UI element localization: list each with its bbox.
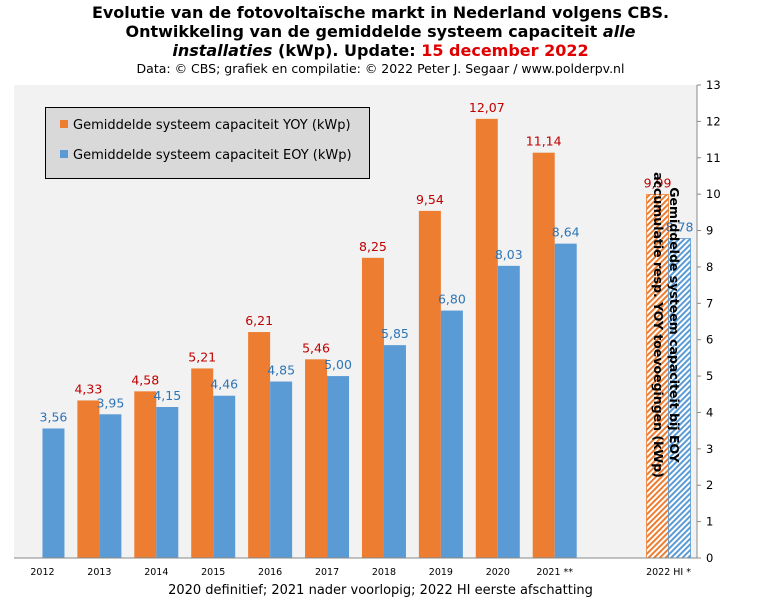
x-tick-label: 2016 bbox=[258, 567, 282, 578]
data-credit: Data: © CBS; grafiek en compilatie: © 20… bbox=[136, 61, 625, 76]
legend-item-yoy: Gemiddelde systeem capaciteit YOY (kWp) bbox=[60, 118, 351, 133]
y-tick-label: 7 bbox=[706, 296, 713, 310]
bar-eoy-2016 bbox=[270, 381, 293, 558]
y-tick-label: 4 bbox=[706, 405, 713, 419]
data-label-eoy-2021 **: 8,64 bbox=[552, 225, 580, 240]
y-tick-label: 8 bbox=[706, 260, 713, 274]
bar-yoy-2016 bbox=[248, 332, 271, 558]
bar-yoy-2013 bbox=[77, 400, 100, 558]
legend-item-eoy: Gemiddelde systeem capaciteit EOY (kWp) bbox=[60, 148, 352, 163]
data-label-eoy-2013: 3,95 bbox=[96, 395, 124, 410]
legend: Gemiddelde systeem capaciteit YOY (kWp) … bbox=[45, 107, 370, 179]
bar-eoy-2021 ** bbox=[554, 243, 577, 559]
data-label-yoy-2021 **: 11,14 bbox=[526, 134, 562, 149]
x-tick-label: 2020 bbox=[486, 567, 510, 578]
y-tick-label: 5 bbox=[706, 369, 713, 383]
legend-swatch-eoy bbox=[60, 150, 68, 158]
data-label-eoy-2020: 8,03 bbox=[495, 247, 523, 262]
title-line3-italic: installaties bbox=[172, 41, 273, 60]
data-label-eoy-2012: 3,56 bbox=[40, 409, 68, 424]
bar-yoy-2018 bbox=[361, 257, 384, 558]
bar-eoy-2015 bbox=[213, 395, 236, 558]
data-label-eoy-2015: 4,46 bbox=[210, 377, 238, 392]
y-tick-label: 6 bbox=[706, 333, 713, 347]
bar-eoy-2019 bbox=[440, 310, 463, 558]
bar-eoy-2017 bbox=[327, 376, 350, 558]
y-tick-label: 9 bbox=[706, 224, 713, 238]
y-tick-label: 0 bbox=[706, 551, 713, 565]
data-label-yoy-2019: 9,54 bbox=[416, 192, 444, 207]
x-tick-label: 2015 bbox=[201, 567, 225, 578]
x-tick-label: 2018 bbox=[372, 567, 396, 578]
legend-label-eoy: Gemiddelde systeem capaciteit EOY (kWp) bbox=[73, 148, 352, 163]
y-tick-label: 1 bbox=[706, 515, 713, 529]
x-tick-label: 2019 bbox=[429, 567, 453, 578]
chart-title-line1: Evolutie van de fotovoltaïsche markt in … bbox=[91, 3, 670, 22]
x-tick-label: 2022 HI * bbox=[646, 567, 691, 578]
x-tick-label: 2014 bbox=[144, 567, 168, 578]
bar-yoy-2015 bbox=[191, 368, 214, 558]
data-label-yoy-2022 HI *: 9,99 bbox=[644, 176, 672, 191]
data-label-yoy-2017: 5,46 bbox=[302, 340, 330, 355]
title-line2-italic: alle bbox=[602, 22, 636, 41]
data-label-yoy-2014: 4,58 bbox=[131, 372, 159, 387]
x-tick-label: 2017 bbox=[315, 567, 339, 578]
y-tick-label: 10 bbox=[706, 187, 721, 201]
y-tick-label: 13 bbox=[706, 78, 721, 92]
bar-eoy-2014 bbox=[156, 407, 179, 558]
footnote: 2020 definitief; 2021 nader voorlopig; 2… bbox=[168, 583, 593, 598]
data-label-eoy-2018: 5,85 bbox=[381, 326, 409, 341]
data-label-eoy-2017: 5,00 bbox=[324, 357, 352, 372]
bar-yoy-2021 ** bbox=[532, 152, 555, 558]
data-label-eoy-2014: 4,15 bbox=[153, 388, 181, 403]
data-label-yoy-2020: 12,07 bbox=[469, 100, 505, 115]
bar-yoy-2019 bbox=[418, 210, 441, 559]
bar-eoy-2020 bbox=[497, 265, 520, 558]
bar-yoy-2017 bbox=[305, 359, 328, 558]
legend-label-yoy: Gemiddelde systeem capaciteit YOY (kWp) bbox=[73, 118, 351, 133]
x-tick-label: 2021 ** bbox=[536, 567, 573, 578]
data-label-eoy-2022 HI *: 8,78 bbox=[666, 220, 694, 235]
x-tick-label: 2013 bbox=[87, 567, 111, 578]
y-tick-label: 2 bbox=[706, 478, 713, 492]
data-label-yoy-2013: 4,33 bbox=[74, 381, 102, 396]
bar-yoy-2020 bbox=[475, 118, 498, 558]
title-line2-text: Ontwikkeling van de gemiddelde systeem c… bbox=[125, 22, 603, 41]
bar-eoy-2013 bbox=[99, 414, 122, 558]
chart-title-line2: Ontwikkeling van de gemiddelde systeem c… bbox=[0, 22, 761, 41]
title-line3-text: (kWp). Update: bbox=[272, 41, 422, 60]
y-tick-label: 11 bbox=[706, 151, 721, 165]
data-label-eoy-2019: 6,80 bbox=[438, 292, 466, 307]
bar-eoy-2018 bbox=[383, 345, 406, 558]
chart-title-line3: installaties (kWp). Update: 15 december … bbox=[0, 41, 761, 60]
y-tick-label: 12 bbox=[706, 114, 721, 128]
data-label-eoy-2016: 4,85 bbox=[267, 363, 295, 378]
bar-eoy-2012 bbox=[42, 428, 65, 558]
y-tick-label: 3 bbox=[706, 442, 713, 456]
bar-yoy-2014 bbox=[134, 391, 157, 558]
data-label-yoy-2016: 6,21 bbox=[245, 313, 273, 328]
legend-swatch-yoy bbox=[60, 120, 68, 128]
data-label-yoy-2015: 5,21 bbox=[188, 349, 216, 364]
x-tick-label: 2012 bbox=[30, 567, 54, 578]
y-axis-label: Gemiddelde systeem capaciteit bij EOY ac… bbox=[651, 172, 682, 478]
update-date: 15 december 2022 bbox=[421, 41, 589, 60]
data-label-yoy-2018: 8,25 bbox=[359, 239, 387, 254]
